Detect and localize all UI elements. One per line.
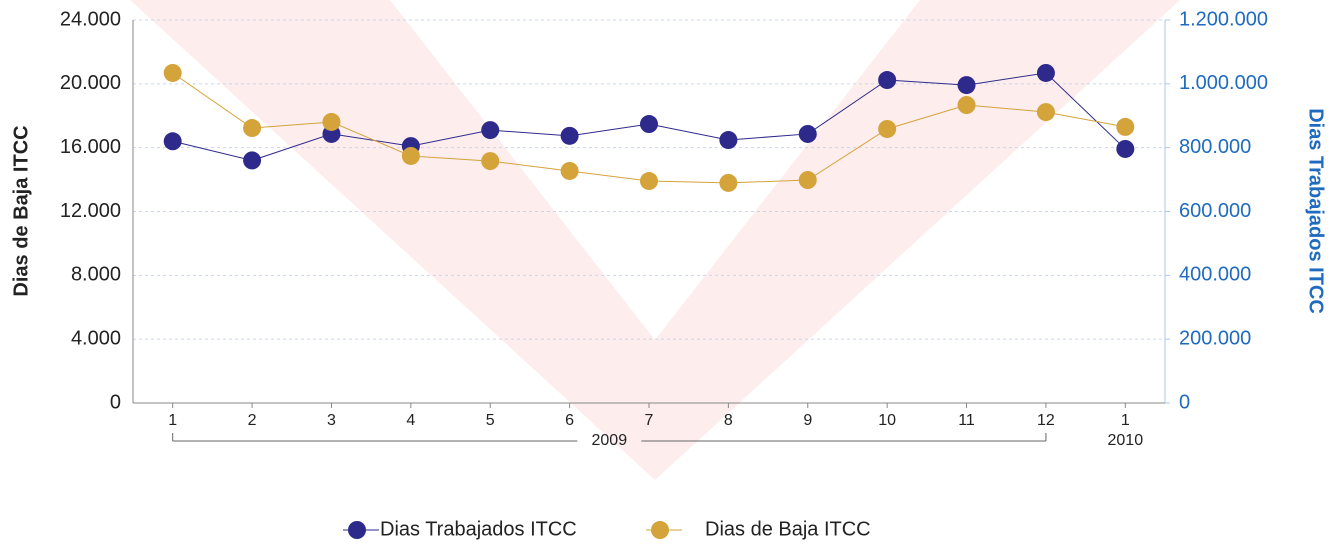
- y-tick-label: 24.000: [60, 8, 121, 30]
- y-axis-title: Dias de Baja ITCC: [10, 125, 32, 296]
- x-tick-label: 9: [803, 412, 812, 429]
- x-tick-label: 1: [1121, 412, 1130, 429]
- y-tick-label: 8.000: [71, 264, 121, 286]
- point: [878, 71, 897, 90]
- y2-axis-title: Dias Trabajados ITCC: [1305, 108, 1327, 314]
- point: [1116, 139, 1135, 158]
- x-tick-label: 7: [645, 412, 654, 429]
- x-tick-label: 5: [486, 412, 495, 429]
- y-tick-label: 12.000: [60, 200, 121, 222]
- x-tick-label: 10: [878, 412, 896, 429]
- point: [560, 126, 579, 145]
- x-tick-label: 1: [168, 412, 177, 429]
- legend-marker: [651, 521, 669, 539]
- point: [243, 151, 262, 170]
- x-tick-label: 6: [565, 412, 574, 429]
- group-label: 2010: [1108, 432, 1144, 449]
- y-tick-label: 20.000: [60, 72, 121, 94]
- x-tick-label: 11: [958, 412, 975, 429]
- y2-tick-label: 1.200.000: [1179, 8, 1268, 30]
- y-tick-label: 0: [110, 391, 121, 413]
- point: [481, 152, 500, 171]
- point: [560, 161, 579, 180]
- x-tick-label: 4: [406, 412, 415, 429]
- x-tick-label: 8: [724, 412, 733, 429]
- legend-marker: [348, 521, 366, 539]
- point: [719, 131, 738, 150]
- point: [1116, 117, 1135, 136]
- y2-tick-label: 600.000: [1179, 200, 1251, 222]
- point: [878, 119, 897, 138]
- y-tick-label: 16.000: [60, 136, 121, 158]
- point: [798, 124, 817, 143]
- point: [481, 121, 500, 140]
- y2-tick-label: 200.000: [1179, 327, 1251, 349]
- point: [243, 119, 262, 138]
- point: [401, 146, 420, 165]
- watermark: [130, 0, 1180, 480]
- x-tick-label: 3: [327, 412, 336, 429]
- point: [640, 115, 658, 134]
- point: [1036, 63, 1055, 82]
- point: [163, 63, 182, 82]
- x-tick-label: 12: [1037, 412, 1055, 429]
- point: [1036, 103, 1055, 122]
- point: [163, 132, 182, 151]
- point: [798, 171, 817, 190]
- legend-label: Dias Trabajados ITCC: [380, 518, 577, 540]
- point: [719, 173, 738, 192]
- point: [640, 172, 658, 191]
- group-label: 2009: [592, 432, 628, 449]
- legend-label: Dias de Baja ITCC: [705, 518, 871, 540]
- y-tick-label: 4.000: [71, 327, 121, 349]
- y2-tick-label: 400.000: [1179, 264, 1251, 286]
- y2-tick-label: 0: [1179, 391, 1190, 413]
- point: [322, 112, 341, 131]
- y2-tick-label: 800.000: [1179, 136, 1251, 158]
- point: [957, 76, 976, 95]
- x-tick-label: 2: [248, 412, 257, 429]
- point: [957, 96, 976, 115]
- y2-tick-label: 1.000.000: [1179, 72, 1268, 94]
